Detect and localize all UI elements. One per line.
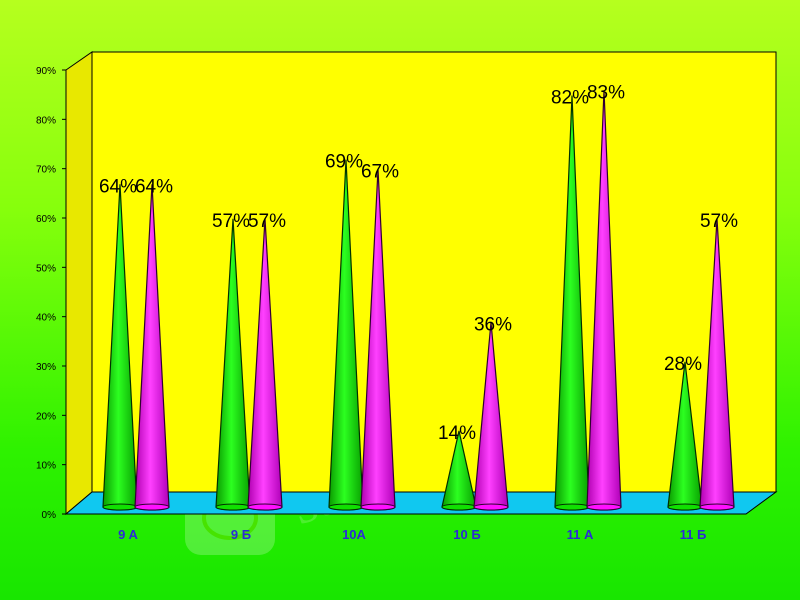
cone-series2-1: [247, 218, 283, 511]
y-axis: 0% 10% 20% 30% 40% 50% 60% 70% 80% 90%: [36, 66, 66, 521]
data-label-series1: 14%: [438, 423, 476, 444]
cone-series2-5: [699, 218, 735, 511]
x-tick-label: 10 Б: [453, 527, 480, 542]
data-label-series1: 82%: [551, 87, 589, 108]
chart-back-wall: [91, 51, 777, 493]
y-tick-label: 80%: [36, 115, 56, 126]
cone-series2-4: [586, 90, 622, 511]
data-label-series2: 83%: [587, 83, 625, 104]
data-labels: 64%64%57%57%69%67%14%36%82%83%28%57%: [99, 83, 738, 444]
y-tick-label: 30%: [36, 362, 56, 373]
y-tick-label: 10%: [36, 461, 56, 472]
data-label-series1: 28%: [664, 354, 702, 375]
data-label-series2: 67%: [361, 161, 399, 182]
x-tick-label: 9 Б: [231, 527, 251, 542]
cone-series1-3: [441, 430, 477, 511]
data-label-series2: 57%: [700, 211, 738, 232]
x-tick-label: 10А: [342, 527, 366, 542]
y-tick-label: 0%: [42, 510, 57, 521]
y-tick-label: 60%: [36, 214, 56, 225]
y-tick-label: 40%: [36, 313, 56, 324]
x-tick-label: 11 А: [567, 527, 594, 542]
plot-area: [102, 90, 735, 511]
x-tick-label: 9 A: [118, 527, 138, 542]
y-tick-label: 20%: [36, 411, 56, 422]
cone-series2-0: [134, 184, 170, 511]
y-tick-label: 90%: [36, 66, 56, 77]
data-label-series1: 69%: [325, 152, 363, 173]
x-axis: 9 A 9 Б 10А 10 Б 11 А 11 Б: [118, 527, 706, 542]
cone-series2-3: [473, 322, 509, 511]
y-tick-label: 70%: [36, 165, 56, 176]
data-label-series2: 57%: [248, 211, 286, 232]
y-tick-label: 50%: [36, 263, 56, 274]
x-tick-label: 11 Б: [680, 527, 707, 542]
data-label-series1: 57%: [212, 211, 250, 232]
data-label-series1: 64%: [99, 176, 137, 197]
data-label-series2: 64%: [135, 176, 173, 197]
cone-series2-2: [360, 169, 396, 511]
data-label-series2: 36%: [474, 314, 512, 335]
chart-left-wall: [65, 51, 93, 516]
